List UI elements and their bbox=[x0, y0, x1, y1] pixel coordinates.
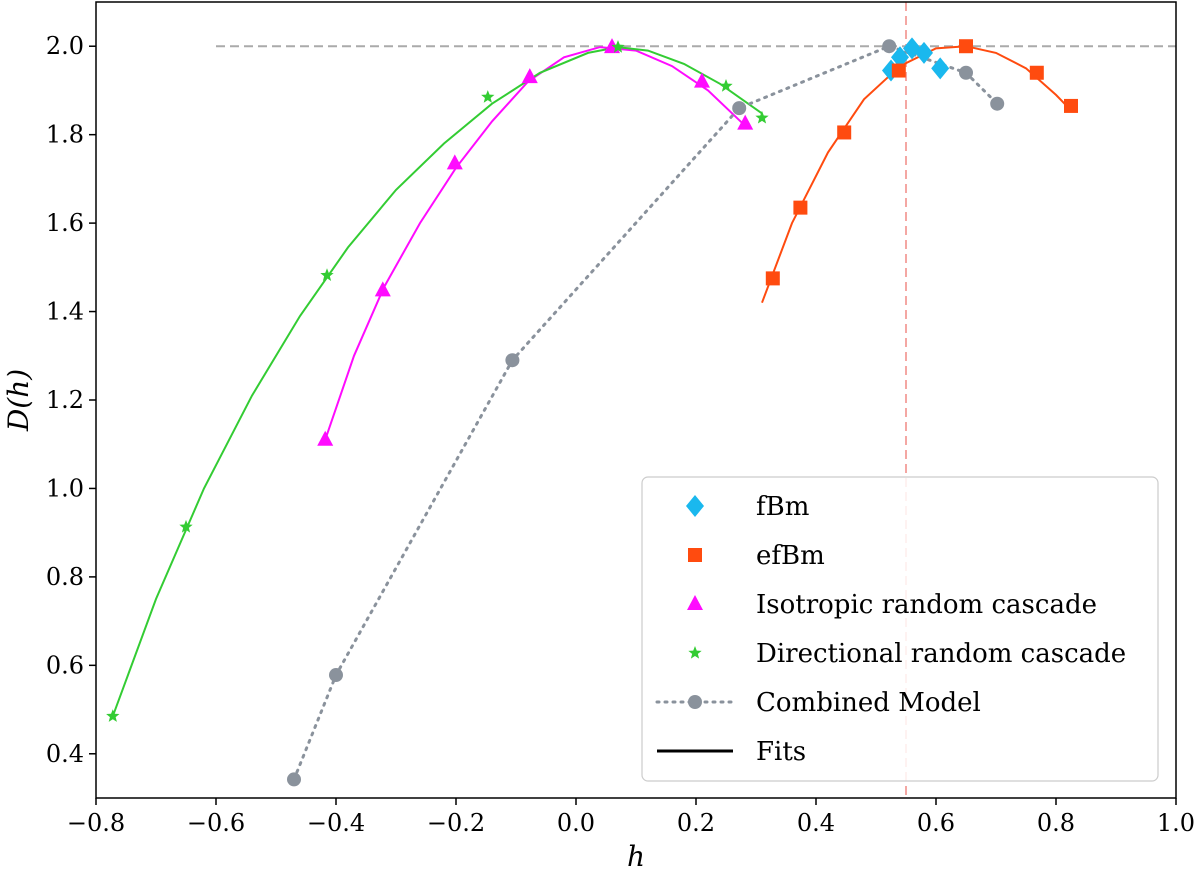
legend-entry: efBm bbox=[688, 541, 825, 571]
legend-entry: Combined Model bbox=[655, 688, 981, 718]
legend-marker bbox=[686, 495, 704, 517]
data-point bbox=[287, 772, 301, 787]
data-point bbox=[732, 101, 747, 116]
x-tick-label: 0.8 bbox=[1037, 809, 1075, 837]
legend: fBm efBm Isotropic random cascade Direction… bbox=[641, 476, 1159, 782]
axes: −0.8 −0.6 −0.4 −0.2 0.0 0.2 0.4 0.6 0.8 1.0 0.4 0.6… bbox=[46, 1, 1195, 837]
data-point bbox=[959, 39, 973, 54]
legend-label: fBm bbox=[756, 492, 809, 522]
data-point bbox=[1064, 98, 1078, 113]
data-point bbox=[793, 200, 808, 215]
data-point bbox=[1029, 65, 1044, 80]
y-tick-label: 1.2 bbox=[46, 386, 84, 414]
data-point bbox=[317, 430, 334, 446]
legend-box bbox=[641, 476, 1159, 782]
legend-entry: Isotropic random cascade bbox=[687, 590, 1097, 620]
data-point bbox=[915, 41, 933, 64]
plot-area bbox=[106, 2, 1176, 798]
y-axis-label: D(h) bbox=[2, 369, 35, 432]
data-point bbox=[521, 68, 538, 84]
x-axis-label: h bbox=[627, 840, 645, 873]
x-tick-label: 0.4 bbox=[797, 809, 835, 837]
data-point bbox=[694, 72, 710, 88]
x-tick-label: −0.2 bbox=[427, 809, 485, 837]
data-point bbox=[719, 79, 733, 92]
legend-marker bbox=[688, 548, 702, 562]
data-point bbox=[179, 519, 193, 533]
y-tick-label: 0.4 bbox=[46, 740, 84, 768]
data-point bbox=[329, 668, 343, 683]
data-point bbox=[891, 46, 909, 69]
legend-entry: fBm bbox=[686, 492, 809, 522]
legend-label: Fits bbox=[756, 737, 806, 767]
data-point bbox=[737, 114, 754, 130]
legend-entry: Directional random cascade bbox=[688, 639, 1126, 669]
data-point bbox=[106, 709, 120, 722]
data-point bbox=[374, 281, 391, 297]
legend-label: Directional random cascade bbox=[756, 639, 1126, 669]
x-tick-label: 0.0 bbox=[557, 809, 595, 837]
y-tick-label: 1.0 bbox=[46, 474, 84, 502]
legend-label: Combined Model bbox=[756, 688, 981, 718]
data-point bbox=[755, 110, 769, 124]
data-point bbox=[959, 65, 973, 80]
data-point bbox=[990, 96, 1005, 111]
data-point bbox=[505, 353, 520, 368]
legend-entry: Fits bbox=[657, 737, 806, 767]
y-tick-label: 2.0 bbox=[46, 32, 84, 60]
legend-marker bbox=[688, 646, 702, 659]
data-point bbox=[891, 63, 906, 78]
x-tick-label: −0.4 bbox=[307, 809, 365, 837]
data-point bbox=[931, 57, 950, 80]
x-tick-label: 0.6 bbox=[917, 809, 955, 837]
data-point bbox=[882, 39, 897, 54]
data-point bbox=[481, 90, 495, 103]
y-tick-label: 1.6 bbox=[46, 209, 84, 237]
x-tick-label: 0.2 bbox=[677, 809, 715, 837]
data-point bbox=[765, 271, 780, 286]
legend-marker bbox=[687, 595, 703, 610]
data-point bbox=[320, 268, 334, 281]
y-tick-label: 0.6 bbox=[46, 651, 84, 679]
x-tick-label: −0.8 bbox=[67, 809, 125, 837]
legend-marker bbox=[688, 695, 702, 709]
data-point bbox=[611, 40, 625, 53]
data-point bbox=[446, 154, 463, 170]
y-tick-label: 1.8 bbox=[46, 121, 84, 149]
legend-label: Isotropic random cascade bbox=[756, 590, 1097, 620]
y-tick-label: 0.8 bbox=[46, 563, 84, 591]
x-tick-label: −0.6 bbox=[187, 809, 245, 837]
fit-line-3 bbox=[111, 46, 763, 717]
data-point bbox=[837, 125, 852, 140]
y-tick-label: 1.4 bbox=[46, 298, 84, 326]
x-tick-label: 1.0 bbox=[1157, 809, 1195, 837]
legend-label: efBm bbox=[756, 541, 825, 571]
